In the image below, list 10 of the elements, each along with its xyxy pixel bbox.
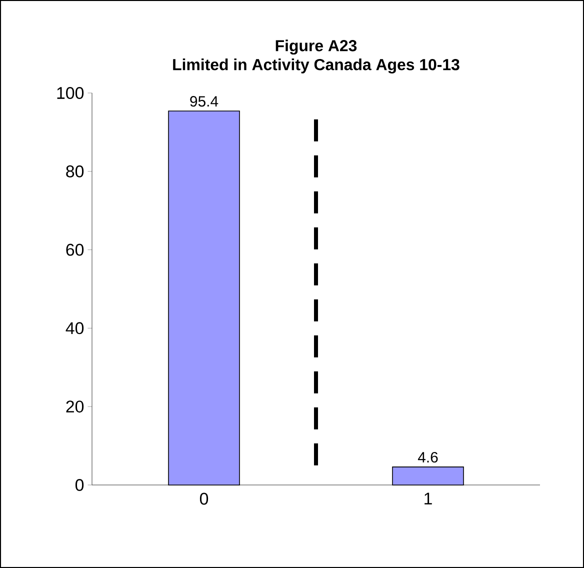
- y-tick-label: 40: [66, 322, 84, 334]
- y-tick-label: 0: [75, 478, 84, 491]
- y-tick-label: 20: [66, 400, 84, 413]
- y-tick-label: 80: [66, 165, 84, 178]
- data-label: 95.4: [190, 96, 218, 107]
- data-label: 4.6: [418, 452, 438, 463]
- chart-title: Figure A23 Limited in Activity Canada Ages 10-13: [173, 40, 460, 74]
- x-tick-label: 1: [424, 492, 432, 504]
- y-tick-label: 60: [66, 244, 84, 256]
- y-tick-label: 100: [57, 86, 84, 99]
